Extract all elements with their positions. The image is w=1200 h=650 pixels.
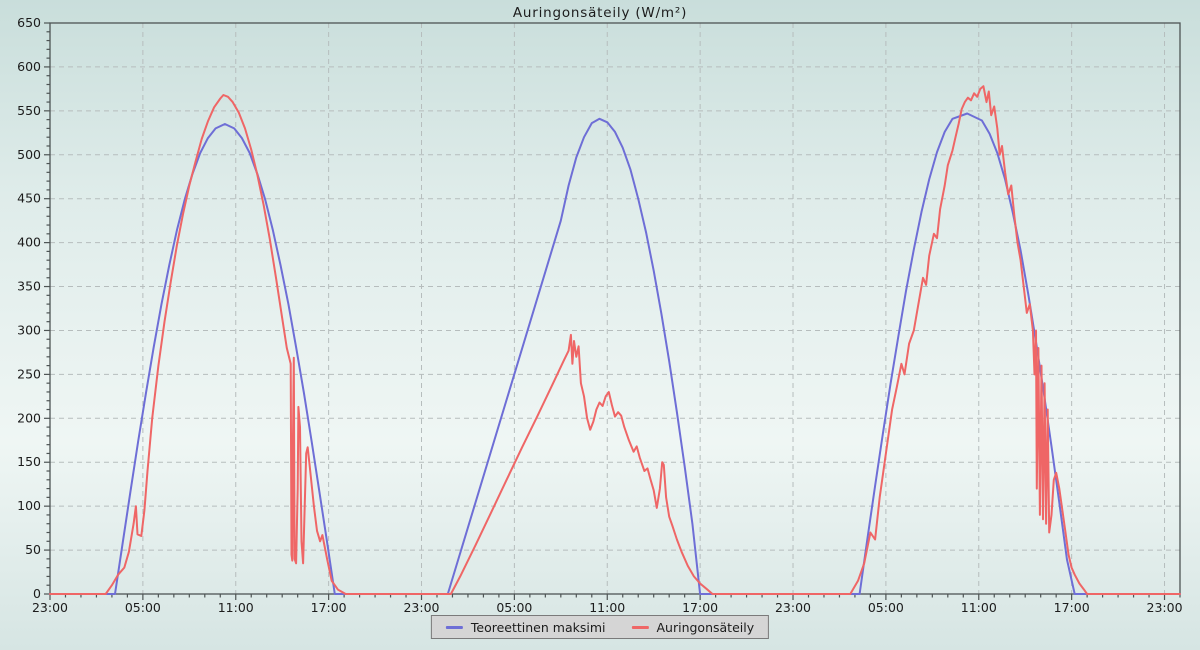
chart-title: Auringonsäteily (W/m²) (512, 5, 688, 21)
svg-text:23:00: 23:00 (32, 600, 68, 615)
svg-text:11:00: 11:00 (961, 600, 997, 615)
svg-text:150: 150 (17, 454, 41, 469)
svg-text:05:00: 05:00 (496, 600, 532, 615)
svg-text:450: 450 (17, 191, 41, 206)
svg-text:100: 100 (17, 498, 41, 513)
svg-text:17:00: 17:00 (682, 600, 718, 615)
svg-text:650: 650 (17, 15, 41, 30)
svg-text:05:00: 05:00 (868, 600, 904, 615)
legend-line-sample-icon (445, 625, 463, 629)
svg-text:400: 400 (17, 235, 41, 250)
svg-text:350: 350 (17, 279, 41, 294)
svg-text:05:00: 05:00 (125, 600, 161, 615)
legend-item: Teoreettinen maksimi (445, 619, 606, 635)
series-teoreettinen-maksimi (49, 112, 1181, 595)
svg-text:500: 500 (17, 147, 41, 162)
series-auringonsäteily (49, 85, 1181, 595)
svg-text:0: 0 (33, 586, 41, 601)
legend-item: Auringonsäteily (631, 620, 754, 635)
svg-text:200: 200 (17, 410, 41, 425)
svg-text:23:00: 23:00 (1147, 600, 1183, 615)
legend-line-sample-icon (631, 625, 649, 629)
svg-text:17:00: 17:00 (1054, 600, 1090, 615)
svg-text:23:00: 23:00 (403, 600, 439, 615)
svg-text:11:00: 11:00 (218, 600, 254, 615)
svg-text:50: 50 (25, 542, 41, 557)
svg-text:17:00: 17:00 (311, 600, 347, 615)
legend-label: Auringonsäteily (656, 619, 755, 635)
svg-text:550: 550 (17, 103, 41, 118)
svg-text:250: 250 (17, 366, 41, 381)
svg-text:23:00: 23:00 (775, 600, 811, 615)
svg-text:300: 300 (17, 322, 41, 337)
legend-label: Teoreettinen maksimi (470, 619, 606, 635)
svg-text:600: 600 (17, 59, 41, 74)
svg-text:11:00: 11:00 (589, 600, 625, 615)
legend: Teoreettinen maksimi Auringonsäteily (430, 615, 770, 639)
